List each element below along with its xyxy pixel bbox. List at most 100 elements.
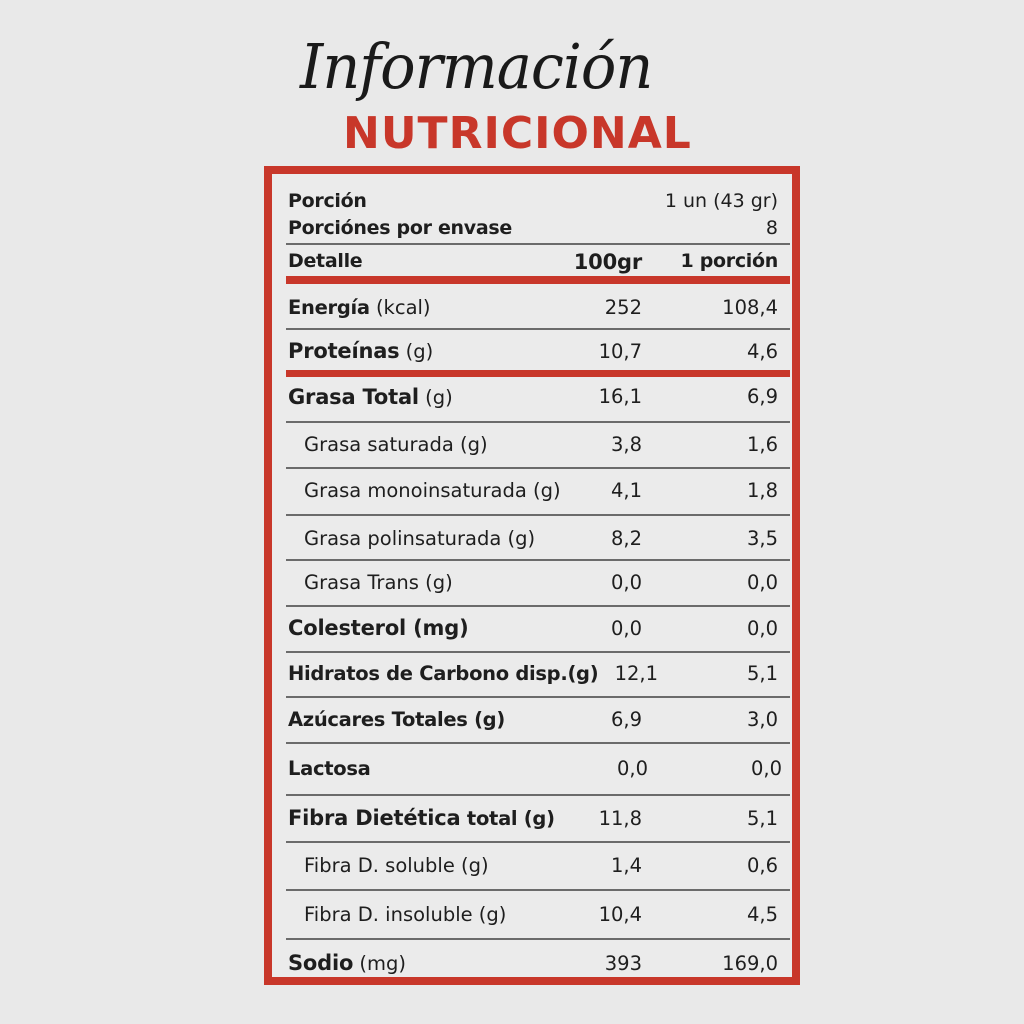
value-per-portion: 108,4: [722, 295, 778, 319]
value-per-portion: 1,6: [746, 433, 778, 456]
nutrient-row: Grasa Total (g) 16,1 6,9: [288, 375, 778, 418]
nutrient-row: Hidratos de Carbono disp.(g) 12,1 5,1: [288, 652, 778, 695]
value-per-100g: 0,0: [610, 571, 642, 594]
nutrient-label: Lactosa: [288, 757, 778, 780]
divider: [286, 328, 790, 330]
value-per-portion: 0,6: [746, 854, 778, 877]
nutrient-label: Grasa saturada (g): [288, 433, 778, 456]
value-per-portion: 1,8: [746, 479, 778, 502]
value-per-100g: 8,2: [610, 526, 642, 550]
nutrient-row: Colesterol (mg) 0,0 0,0: [288, 607, 778, 649]
divider: [286, 243, 790, 245]
value-per-100g: 3,8: [610, 433, 642, 456]
nutrient-unit: (g): [399, 340, 434, 363]
nutrient-row: Grasa saturada (g) 3,8 1,6: [288, 423, 778, 466]
nutrient-label: Sodio (mg): [288, 951, 778, 975]
portion-row: Porción 1 un (43 gr): [288, 190, 778, 212]
nutrient-label: Colesterol (mg): [288, 616, 778, 640]
value-per-100g: 393: [604, 951, 642, 975]
divider: [286, 559, 790, 561]
value-per-portion: 4,6: [746, 339, 778, 363]
nutrient-row: Lactosa 0,0 0,0: [288, 744, 782, 793]
divider: [286, 651, 790, 653]
title-script: Información: [300, 30, 653, 103]
nutrient-label: Fibra D. insoluble (g): [288, 903, 778, 926]
value-per-100g: 16,1: [598, 385, 642, 408]
nutrient-name: Lactosa: [288, 757, 371, 780]
nutrient-label: Hidratos de Carbono disp.(g): [288, 662, 778, 685]
value-per-portion: 169,0: [722, 951, 778, 975]
divider: [286, 889, 790, 891]
value-per-portion: 5,1: [746, 662, 778, 685]
nutrient-label: Grasa monoinsaturada (g): [288, 479, 778, 502]
nutrient-row: Fibra D. soluble (g) 1,4 0,6: [288, 843, 778, 888]
value-per-portion: 6,9: [746, 385, 778, 408]
value-per-portion: 3,5: [746, 526, 778, 550]
divider: [286, 421, 790, 423]
per-pack-row: Porciónes por envase 8: [288, 217, 778, 239]
value-per-100g: 4,1: [610, 479, 642, 502]
red-divider: [286, 276, 790, 284]
nutrient-label: Energía (kcal): [288, 296, 778, 319]
nutrient-name: Grasa Trans (g): [304, 571, 453, 594]
divider: [286, 742, 790, 744]
value-per-portion: 3,0: [746, 708, 778, 731]
nutrient-name: Grasa saturada (g): [304, 433, 488, 456]
nutrient-row: Fibra Dietética total (g) 11,8 5,1: [288, 796, 778, 840]
value-per-100g: 252: [604, 295, 642, 319]
nutrient-label: Azúcares Totales (g): [288, 708, 778, 731]
nutrient-row: Proteínas (g) 10,7 4,6: [288, 329, 778, 373]
value-per-portion: 0,0: [746, 571, 778, 594]
red-divider: [286, 370, 790, 377]
value-per-100g: 6,9: [610, 708, 642, 731]
nutrient-row: Fibra D. insoluble (g) 10,4 4,5: [288, 891, 778, 937]
nutrient-unit: (kcal): [369, 295, 431, 319]
nutrient-name: Fibra Dietética: [288, 806, 461, 830]
value-per-100g: 10,4: [598, 902, 642, 926]
per-pack-label: Porciónes por envase: [288, 217, 512, 239]
value-per-portion: 0,0: [750, 757, 782, 780]
nutrient-row: Sodio (mg) 393 169,0: [288, 940, 778, 986]
nutrient-row: Grasa polinsaturada (g) 8,2 3,5: [288, 517, 778, 559]
divider: [286, 794, 790, 796]
value-per-100g: 0,0: [610, 616, 642, 640]
nutrient-name: Grasa polinsaturada (g): [304, 526, 536, 550]
nutrient-name: Fibra D. soluble (g): [304, 854, 489, 877]
divider: [286, 514, 790, 516]
nutrient-unit: (mg): [353, 952, 407, 975]
divider: [286, 841, 790, 843]
per-portion-header: 1 porción: [680, 250, 778, 272]
nutrient-name: Hidratos de Carbono disp.(g): [288, 662, 599, 685]
nutrient-label: Grasa polinsaturada (g): [288, 527, 778, 550]
nutrient-name: Sodio: [288, 951, 354, 975]
nutrient-label: Fibra Dietética total (g): [288, 806, 778, 830]
nutrient-row: Grasa monoinsaturada (g) 4,1 1,8: [288, 469, 778, 512]
nutrient-row: Grasa Trans (g) 0,0 0,0: [288, 561, 778, 604]
value-per-100g: 12,1: [614, 662, 658, 685]
nutrient-label: Proteínas (g): [288, 339, 778, 363]
nutrient-unit: total (g): [460, 807, 555, 830]
value-per-100g: 11,8: [598, 806, 642, 830]
title-main: NUTRICIONAL: [343, 108, 692, 159]
per100-header: 100gr: [573, 250, 642, 274]
value-per-portion: 4,5: [746, 902, 778, 926]
divider: [286, 696, 790, 698]
nutrient-name: Energía: [288, 295, 370, 319]
per-pack-value: 8: [765, 217, 778, 239]
column-header: Detalle 100gr 1 porción: [288, 250, 778, 274]
nutrient-name: Colesterol (mg): [288, 616, 469, 640]
value-per-100g: 0,0: [616, 757, 648, 780]
nutrition-table: Porción 1 un (43 gr) Porciónes por envas…: [264, 166, 800, 985]
nutrient-name: Fibra D. insoluble (g): [304, 902, 507, 926]
divider: [286, 605, 790, 607]
detail-header: Detalle: [288, 250, 363, 272]
nutrient-label: Fibra D. soluble (g): [288, 854, 778, 877]
nutrient-unit: (g): [418, 385, 453, 409]
value-per-100g: 1,4: [610, 854, 642, 877]
nutrient-row: Azúcares Totales (g) 6,9 3,0: [288, 698, 778, 741]
value-per-100g: 10,7: [598, 339, 642, 363]
portion-label: Porción: [288, 190, 367, 212]
nutrient-name: Grasa monoinsaturada (g): [304, 479, 561, 502]
nutrient-row: Energía (kcal) 252 108,4: [288, 286, 778, 328]
divider: [286, 467, 790, 469]
